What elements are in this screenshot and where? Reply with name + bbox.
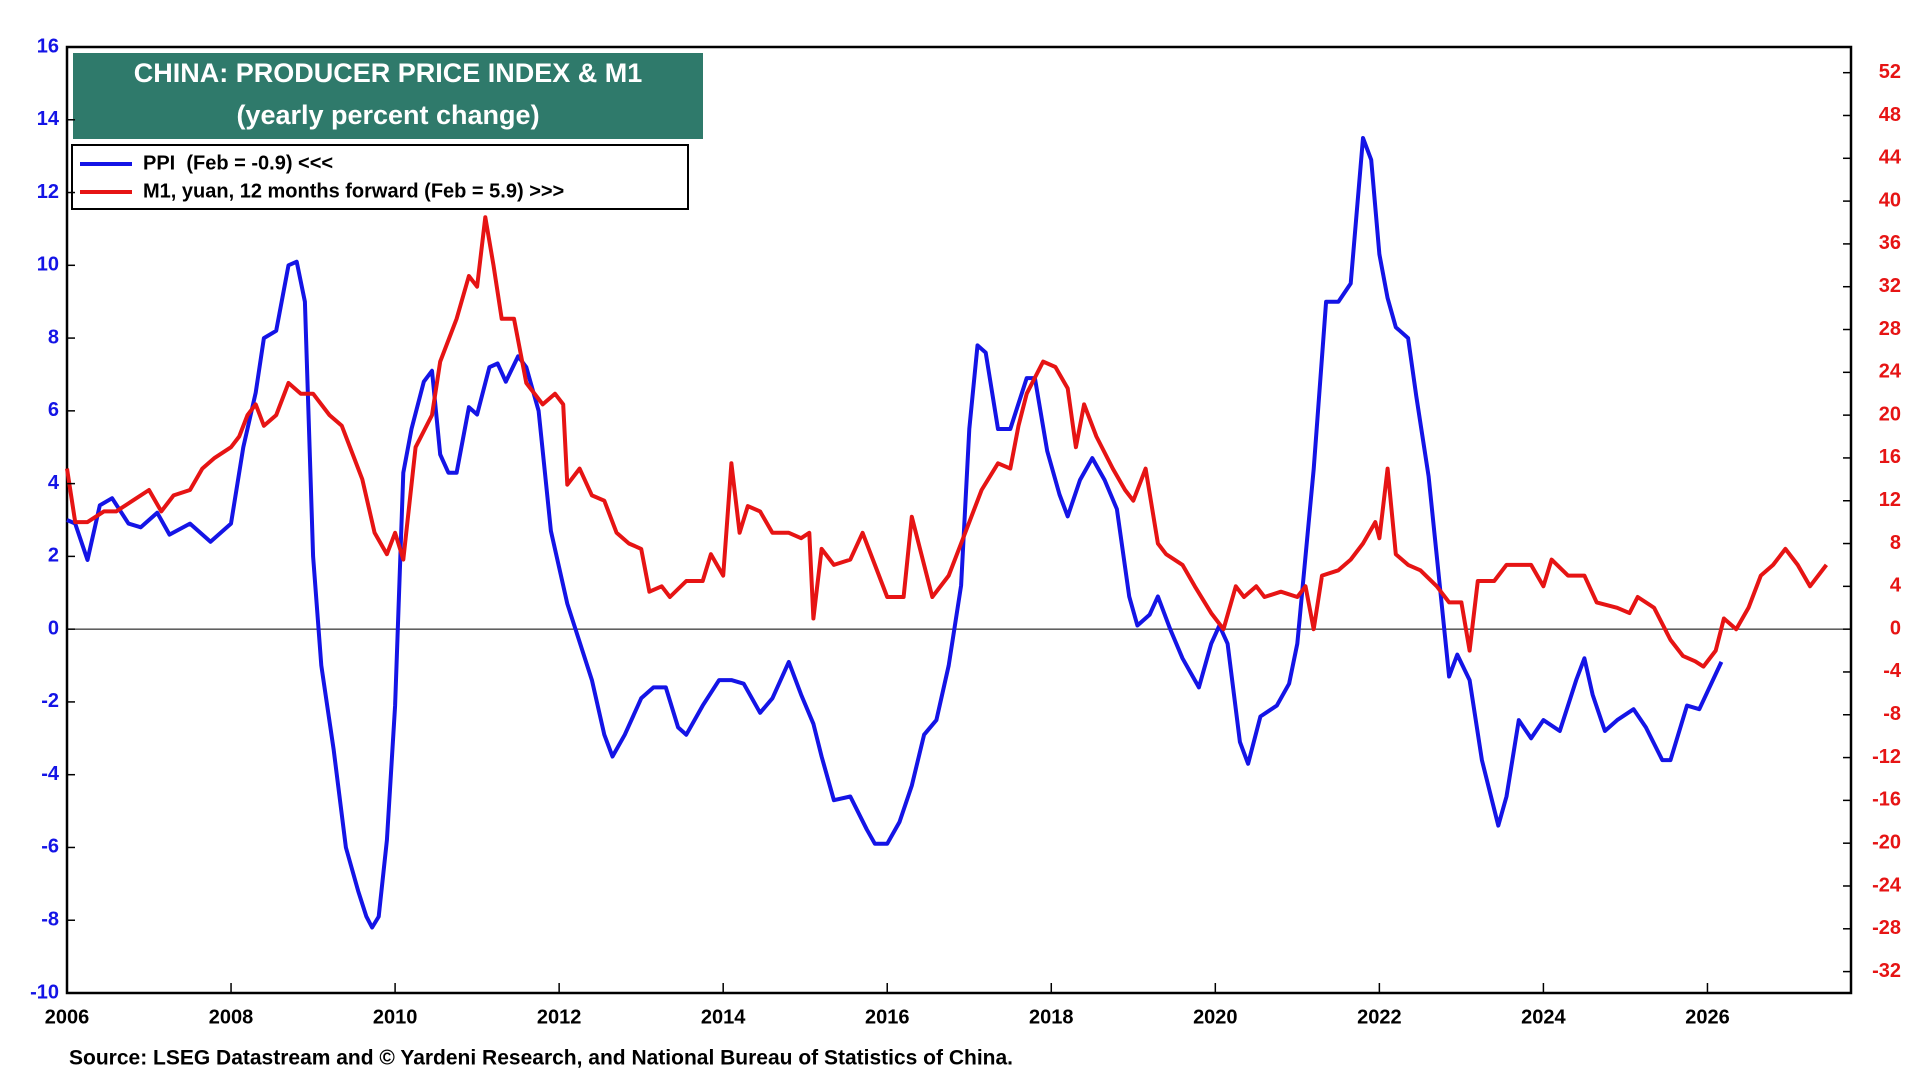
y2-tick-label: -4 <box>1883 660 1902 682</box>
y-tick-label: 8 <box>48 326 59 348</box>
x-tick-label: 2026 <box>1685 1006 1730 1028</box>
y2-tick-label: 36 <box>1879 232 1901 254</box>
y2-tick-label: 12 <box>1879 489 1901 511</box>
x-tick-label: 2008 <box>209 1006 254 1028</box>
y-tick-label: -4 <box>41 763 60 785</box>
y2-tick-label: 32 <box>1879 275 1901 297</box>
title-box <box>71 51 705 141</box>
y-tick-label: 10 <box>37 254 59 276</box>
y-tick-label: 0 <box>48 617 59 639</box>
legend-label: M1, yuan, 12 months forward (Feb = 5.9) … <box>143 180 564 202</box>
y2-tick-label: 44 <box>1879 147 1902 169</box>
legend <box>71 144 689 210</box>
y2-tick-label: -12 <box>1872 746 1901 768</box>
y-tick-label: -2 <box>41 690 59 712</box>
x-tick-label: 2012 <box>537 1006 582 1028</box>
y2-tick-label: 0 <box>1890 617 1901 639</box>
chart-title: CHINA: PRODUCER PRICE INDEX & M1 <box>134 58 643 88</box>
y2-tick-label: -8 <box>1883 703 1901 725</box>
series-line <box>65 215 1828 669</box>
y-tick-label: 16 <box>37 35 59 57</box>
y2-tick-label: 16 <box>1879 446 1901 468</box>
y-tick-label: 2 <box>48 545 59 567</box>
y2-tick-label: 8 <box>1890 532 1901 554</box>
y-tick-label: 14 <box>37 108 60 130</box>
x-tick-label: 2010 <box>373 1006 418 1028</box>
y2-tick-label: 4 <box>1890 575 1902 597</box>
y2-tick-label: -20 <box>1872 831 1901 853</box>
y-tick-label: 12 <box>37 181 59 203</box>
y2-tick-label: -28 <box>1872 917 1901 939</box>
y2-tick-label: 24 <box>1879 361 1902 383</box>
x-tick-label: 2020 <box>1193 1006 1238 1028</box>
legend-label: PPI (Feb = -0.9) <<< <box>143 152 333 174</box>
y-tick-label: -8 <box>41 909 59 931</box>
y2-tick-label: -24 <box>1872 874 1902 896</box>
y2-tick-label: 52 <box>1879 61 1901 83</box>
source-note: Source: LSEG Datastream and © Yardeni Re… <box>69 1047 1013 1070</box>
y2-tick-label: -16 <box>1872 789 1901 811</box>
y2-tick-label: 48 <box>1879 104 1901 126</box>
x-tick-label: 2024 <box>1521 1006 1566 1028</box>
plot-area <box>65 136 1851 930</box>
x-tick-label: 2006 <box>45 1006 90 1028</box>
x-tick-label: 2022 <box>1357 1006 1402 1028</box>
y-tick-label: 6 <box>48 399 59 421</box>
y2-tick-label: 40 <box>1879 189 1901 211</box>
x-tick-label: 2018 <box>1029 1006 1074 1028</box>
x-tick-label: 2016 <box>865 1006 910 1028</box>
y2-tick-label: 20 <box>1879 403 1901 425</box>
y-tick-label: -6 <box>41 836 59 858</box>
y2-tick-label: 28 <box>1879 318 1901 340</box>
y2-tick-label: -32 <box>1872 960 1901 982</box>
series-line <box>66 136 1724 930</box>
x-tick-label: 2014 <box>701 1006 746 1028</box>
chart-subtitle: (yearly percent change) <box>236 100 539 130</box>
y-tick-label: -10 <box>30 981 59 1003</box>
y-tick-label: 4 <box>48 472 60 494</box>
